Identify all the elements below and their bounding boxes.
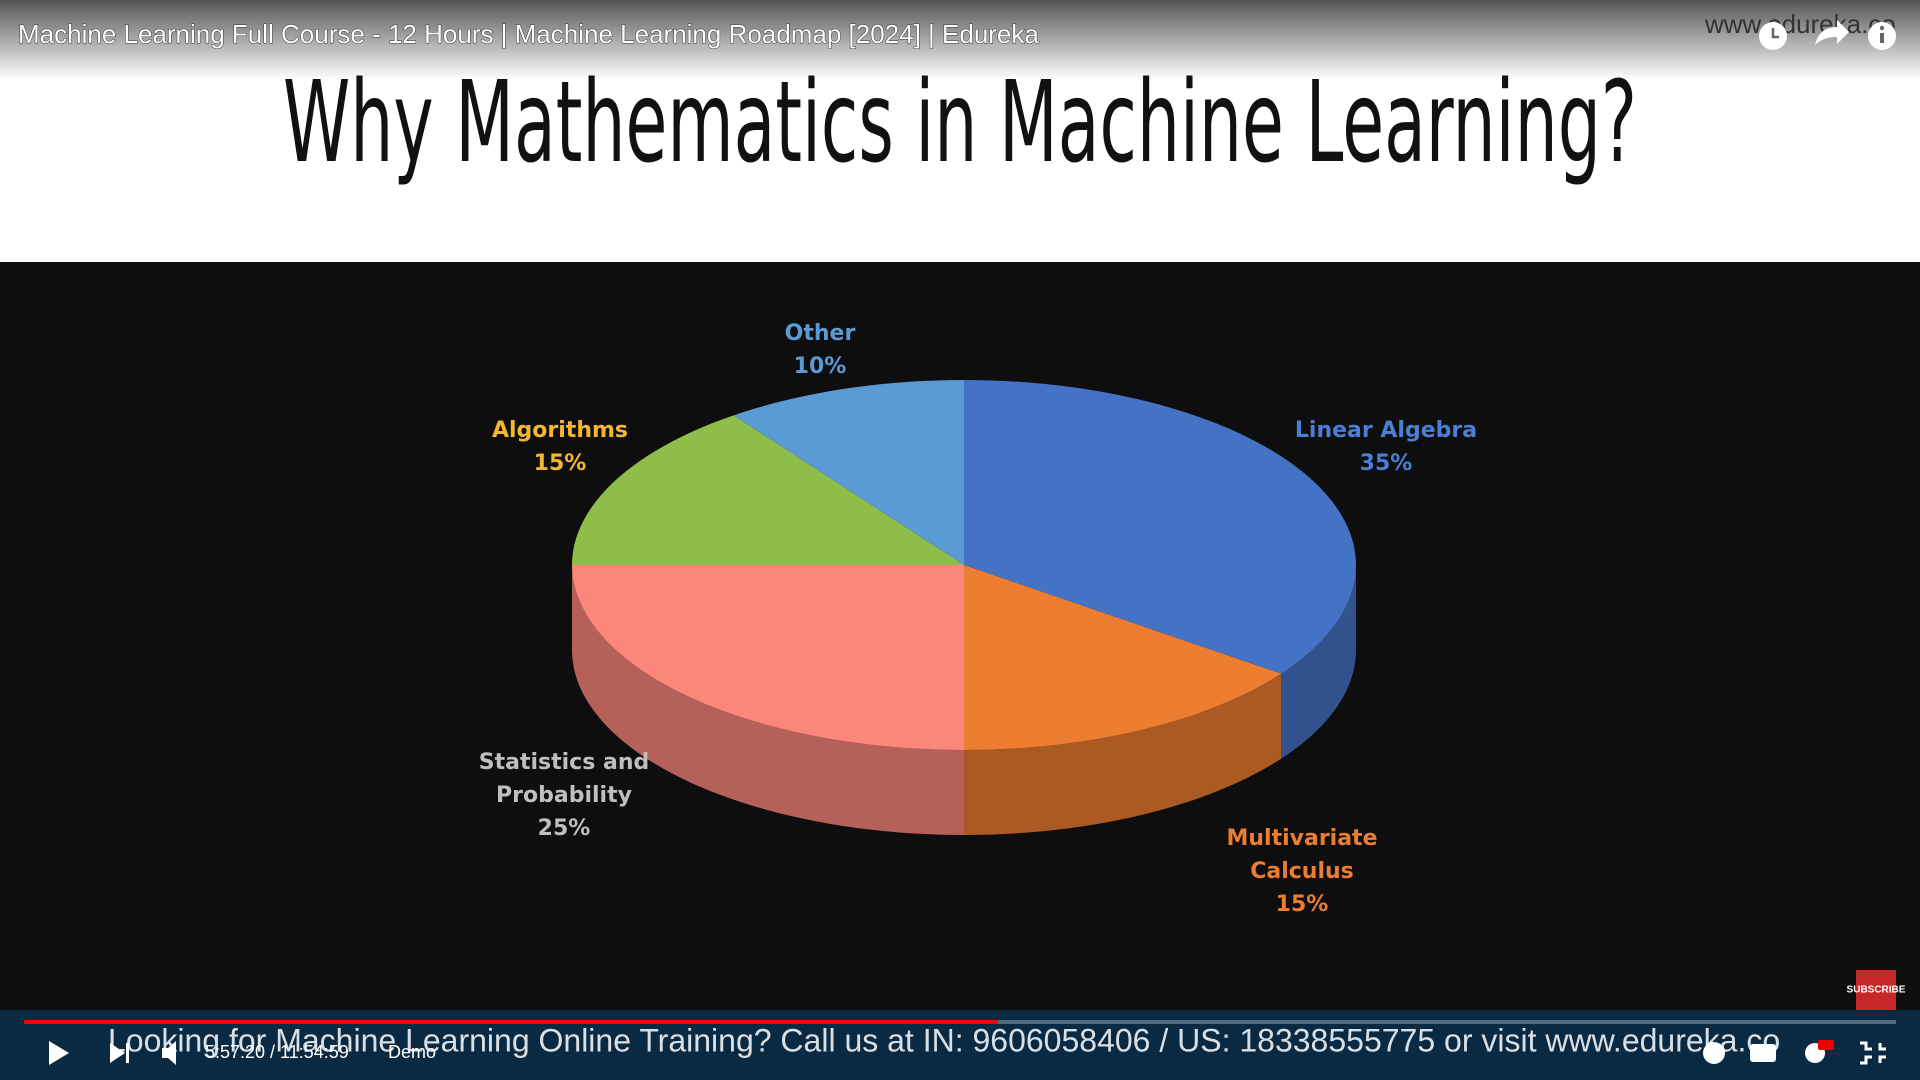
slice	[733, 380, 964, 565]
slice-value-label: 35%	[1360, 451, 1413, 476]
slice-side	[964, 673, 1282, 835]
slice-label: Statistics and Probability	[479, 750, 649, 808]
slice-value-label: 25%	[538, 816, 591, 841]
progress-played	[24, 1020, 998, 1024]
info-dot	[1879, 25, 1885, 31]
top-overlay	[0, 0, 1920, 80]
top-icons	[1759, 20, 1896, 50]
slice-side	[572, 565, 964, 835]
captions-button[interactable]	[1750, 1044, 1776, 1062]
volume-button[interactable]	[162, 1041, 176, 1065]
chapter[interactable]: Demo	[388, 1042, 436, 1062]
slice	[572, 565, 964, 750]
slice-value-label: 10%	[794, 354, 847, 379]
slice	[572, 415, 964, 565]
pie-chart: Linear Algebra 35% Multivariate Calculus 15%…	[479, 321, 1477, 917]
watermark: www.edureka.co	[1704, 9, 1896, 39]
autoplay-toggle[interactable]	[1703, 1042, 1725, 1064]
slice-value-label: 15%	[534, 451, 587, 476]
slide-heading: Why Mathematics in Machine Learning?	[283, 58, 1637, 188]
slice-label: Multivariate Calculus	[1226, 826, 1377, 884]
time-display: 5:57:20 / 11:54:59	[205, 1042, 349, 1062]
next-button[interactable]	[110, 1043, 129, 1063]
slice-side	[1281, 565, 1356, 759]
slice	[964, 565, 1282, 750]
hd-badge	[1818, 1040, 1834, 1050]
slice-label: Algorithms	[492, 418, 628, 443]
exit-fullscreen[interactable]	[1860, 1041, 1886, 1065]
slice-label: Linear Algebra	[1295, 418, 1477, 443]
share-icon[interactable]	[1815, 20, 1849, 45]
slice-label: Other	[785, 321, 856, 346]
slice	[964, 380, 1356, 674]
play-button[interactable]	[49, 1041, 69, 1065]
video-title: Machine Learning Full Course - 12 Hours …	[18, 19, 1039, 49]
ticker: Looking for Machine Learning Online Trai…	[108, 1022, 1780, 1058]
clock-hands	[1771, 28, 1779, 39]
subscribe-text: SUBSCRIBE	[1847, 985, 1906, 996]
info-i	[1880, 33, 1884, 43]
subscribe-badge[interactable]	[1856, 970, 1896, 1010]
slice-value-label: 15%	[1276, 892, 1329, 917]
